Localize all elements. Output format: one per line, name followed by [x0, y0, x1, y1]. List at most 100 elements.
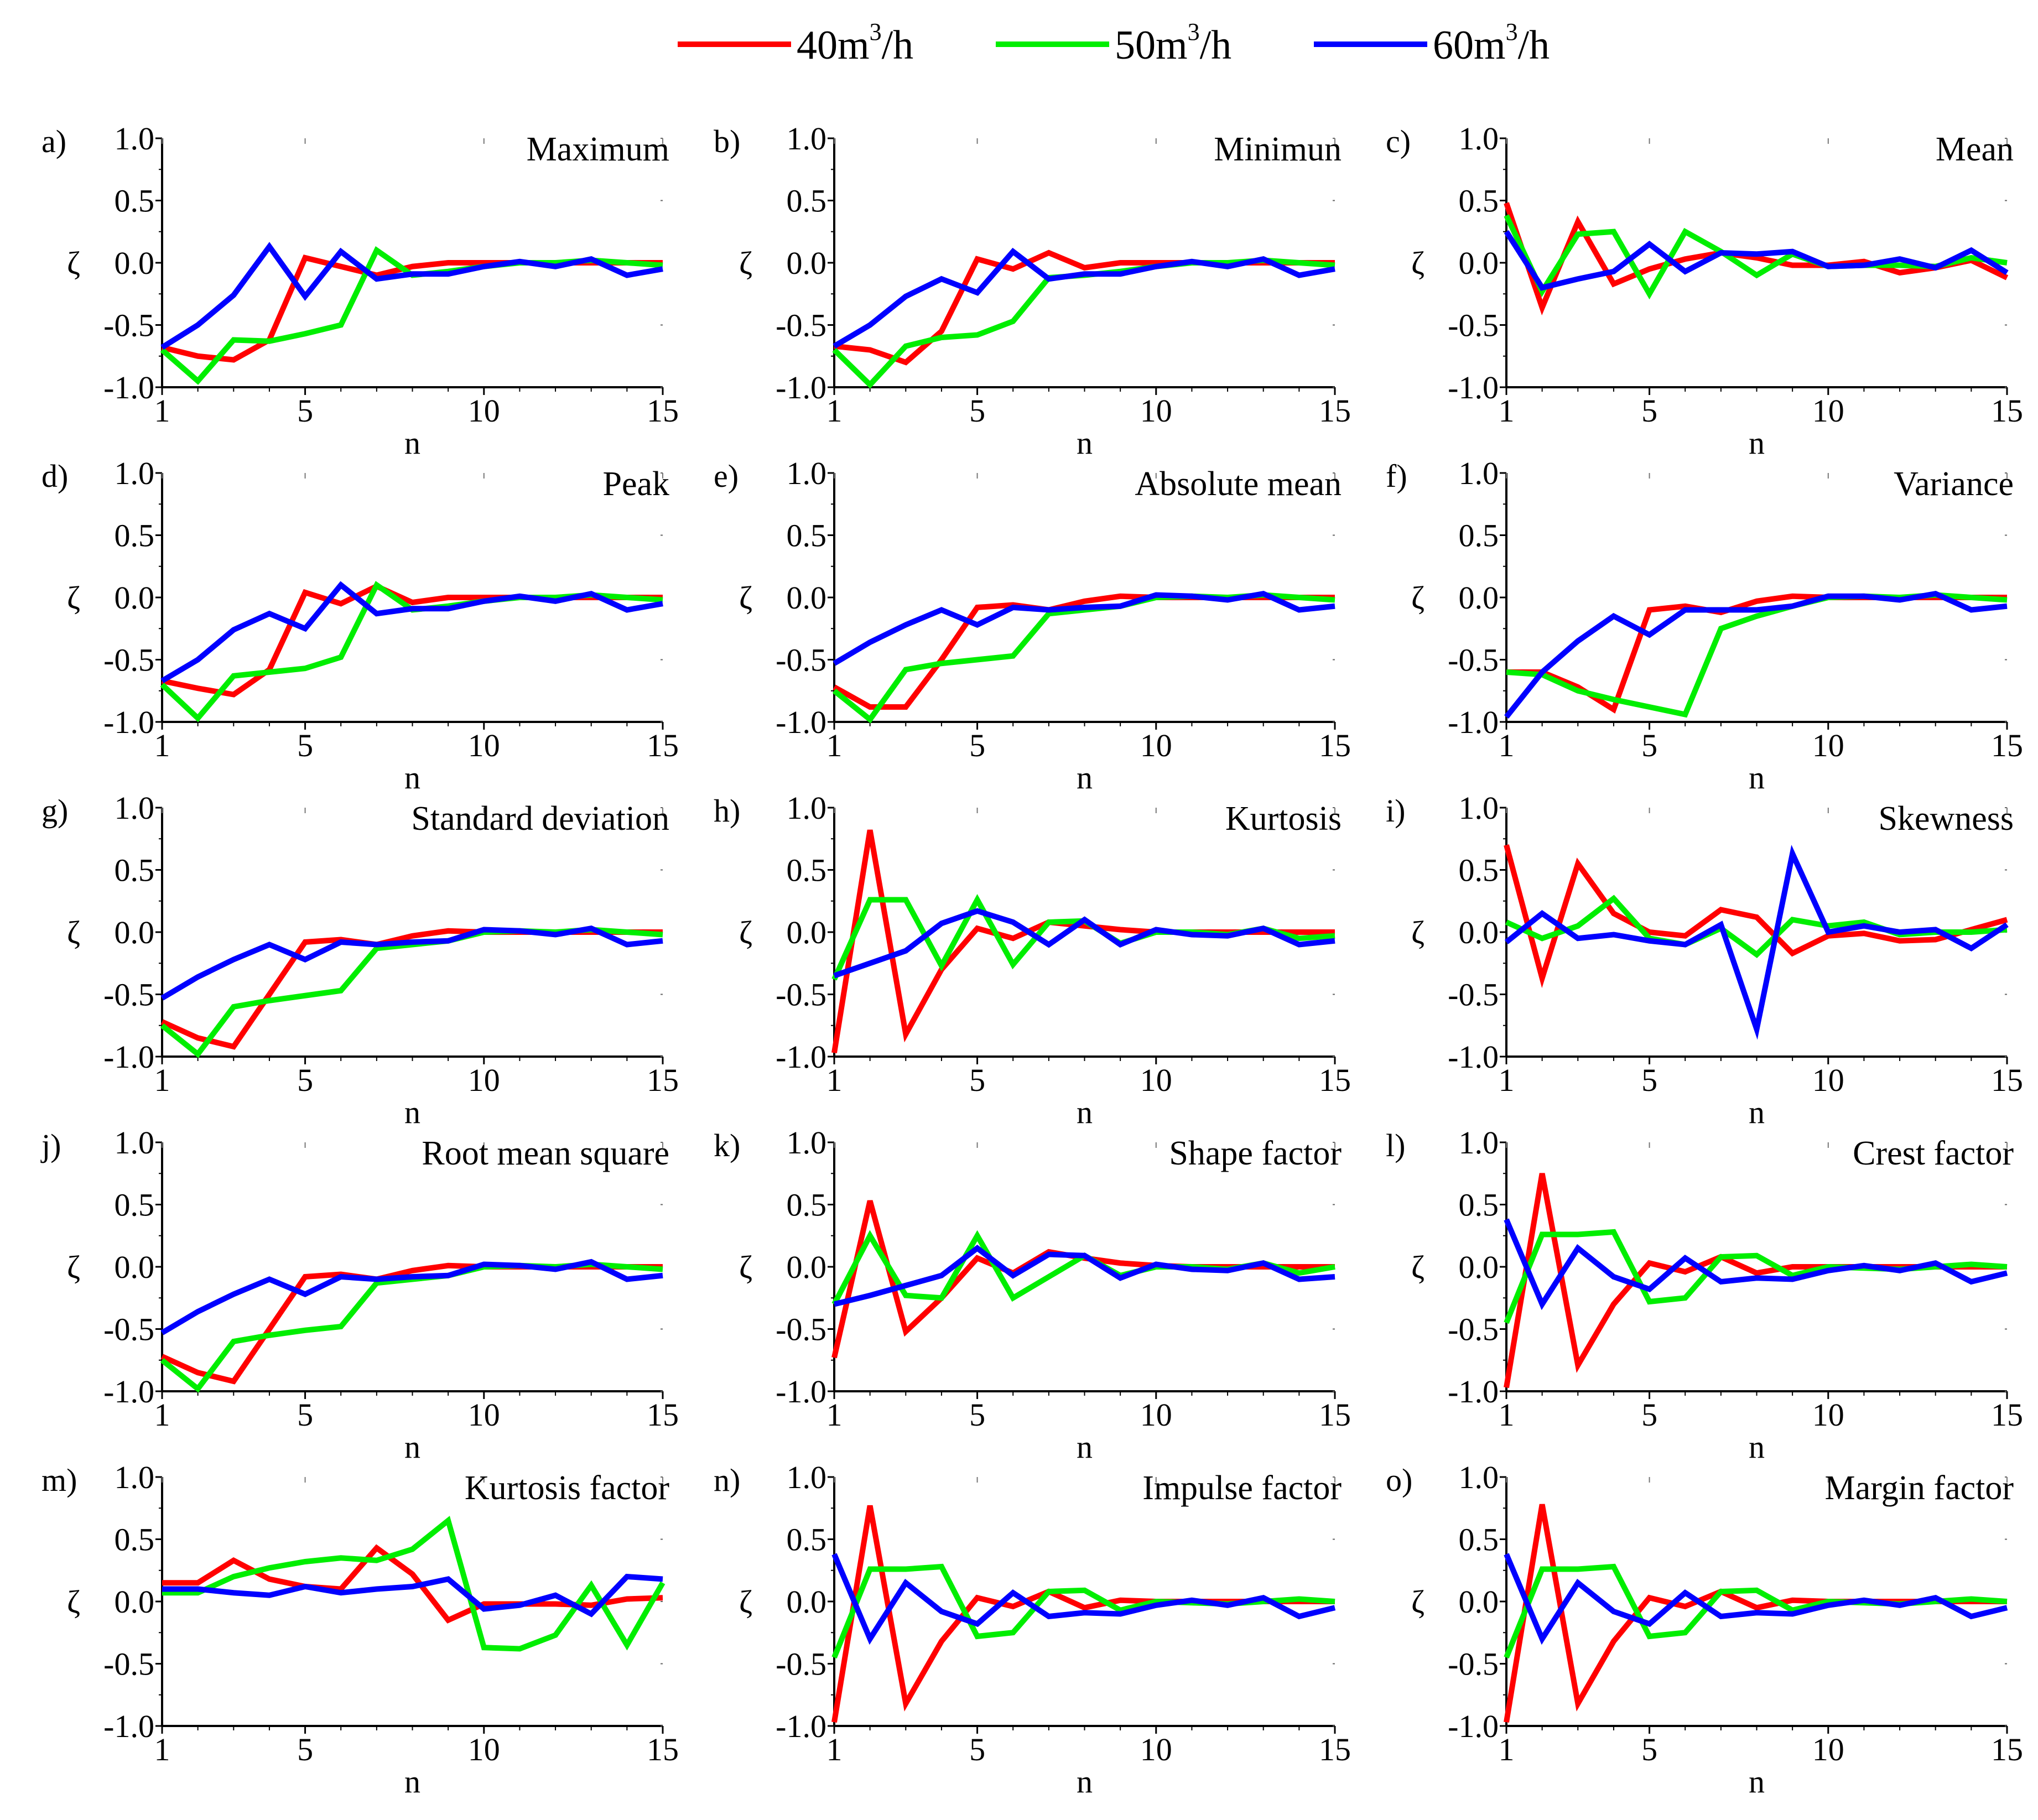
- panel-letter: h): [714, 793, 740, 829]
- series-line-2: [160, 927, 663, 1058]
- panel-title: Impulse factor: [1142, 1469, 1342, 1507]
- series-line-2: [160, 1261, 663, 1393]
- series-line-3: [1504, 591, 2008, 719]
- y-tick-label: -0.5: [1448, 642, 1499, 678]
- y-tick-label: 0.0: [787, 580, 827, 616]
- legend-item-3: 60m3/h: [1314, 18, 1550, 68]
- panel-letter: c): [1386, 123, 1411, 159]
- y-axis-label: ζ: [739, 1584, 752, 1620]
- x-tick-label: 10: [468, 1062, 500, 1098]
- y-tick-label: 0.5: [1459, 1522, 1499, 1558]
- panel-letter: m): [41, 1462, 77, 1498]
- y-tick-label: -0.5: [776, 308, 826, 344]
- y-tick-label: -0.5: [103, 308, 154, 344]
- series-line-3: [160, 242, 663, 350]
- x-tick-label: 5: [1641, 1062, 1657, 1098]
- legend-item-1: 40m3/h: [678, 18, 913, 68]
- panel-title: Mean: [1936, 131, 2014, 168]
- x-tick-label: 10: [1812, 727, 1844, 763]
- y-tick-label: 0.0: [787, 245, 827, 281]
- x-tick-label: 10: [1140, 1062, 1172, 1098]
- y-axis-label: ζ: [739, 914, 752, 950]
- x-tick-label: 15: [647, 393, 679, 429]
- panel-title: Kurtosis: [1225, 800, 1342, 838]
- legend-label-base: 60m: [1433, 23, 1506, 68]
- y-tick-label: 0.0: [115, 1249, 155, 1285]
- x-tick-label: 1: [826, 727, 843, 763]
- legend-label-2: 50m3/h: [1115, 18, 1231, 68]
- y-tick-label: -0.5: [1448, 1312, 1499, 1348]
- y-tick-label: 1.0: [1459, 790, 1499, 826]
- y-tick-label: 0.5: [787, 852, 827, 888]
- legend: 40m3/h 50m3/h 60m3/h: [678, 18, 1550, 68]
- y-axis-label: ζ: [739, 580, 752, 616]
- x-tick-label: 15: [647, 1397, 679, 1433]
- y-tick-label: 0.0: [115, 1584, 155, 1620]
- x-tick-label: 1: [154, 1397, 170, 1433]
- panel-letter: k): [714, 1127, 740, 1163]
- series-line-2: [831, 1230, 1335, 1306]
- x-axis-label: n: [404, 760, 420, 795]
- series-line-3: [1504, 1553, 2008, 1645]
- x-tick-label: 15: [647, 727, 679, 763]
- legend-label-sup: 3: [1188, 18, 1200, 45]
- y-tick-label: 0.5: [787, 1187, 827, 1223]
- x-tick-label: 15: [1319, 1397, 1351, 1433]
- y-axis-label: ζ: [1411, 245, 1424, 281]
- x-tick-label: 1: [826, 1397, 843, 1433]
- y-tick-label: -1.0: [103, 704, 154, 740]
- y-tick-label: -1.0: [776, 1374, 826, 1410]
- legend-label-unit: /h: [1518, 23, 1550, 68]
- x-tick-label: 15: [647, 1731, 679, 1767]
- y-tick-label: 0.0: [787, 1584, 827, 1620]
- panel-letter: o): [1386, 1462, 1412, 1498]
- series-line-2: [831, 894, 1335, 981]
- x-axis-label: n: [1749, 1094, 1765, 1130]
- x-tick-label: 1: [1499, 1731, 1515, 1767]
- series-line-3: [1504, 230, 2009, 291]
- panel-letter: f): [1386, 458, 1407, 494]
- panel-title: Variance: [1894, 465, 2014, 503]
- x-tick-label: 1: [154, 1062, 170, 1098]
- x-tick-label: 1: [154, 393, 170, 429]
- y-tick-label: 0.0: [115, 914, 155, 950]
- x-tick-label: 5: [1641, 1731, 1657, 1767]
- x-tick-label: 1: [826, 1062, 843, 1098]
- x-tick-label: 5: [297, 393, 313, 429]
- x-axis-label: n: [404, 425, 420, 461]
- x-tick-label: 10: [1812, 1062, 1844, 1098]
- y-axis-label: ζ: [1411, 1249, 1424, 1285]
- legend-label-unit: /h: [882, 23, 914, 68]
- y-tick-label: 0.0: [787, 914, 827, 950]
- series-line-2: [832, 257, 1335, 389]
- legend-label-unit: /h: [1200, 23, 1232, 68]
- panel-letter: a): [41, 123, 66, 159]
- x-axis-label: n: [1749, 1764, 1765, 1800]
- series-line-1: [831, 829, 1335, 1054]
- y-tick-label: -0.5: [103, 1646, 154, 1682]
- x-tick-label: 5: [297, 1731, 313, 1767]
- legend-label-sup: 3: [870, 18, 882, 45]
- x-tick-label: 10: [1140, 1731, 1172, 1767]
- y-tick-label: 0.5: [115, 518, 155, 554]
- series-line-3: [160, 1259, 663, 1335]
- y-tick-label: 1.0: [115, 1459, 155, 1495]
- y-tick-label: 1.0: [787, 790, 827, 826]
- panel-title: Margin factor: [1825, 1469, 2014, 1507]
- series-line-1: [161, 583, 663, 698]
- x-axis-label: n: [1749, 760, 1765, 795]
- series-line-3: [831, 1553, 1336, 1645]
- x-tick-label: 10: [468, 1731, 500, 1767]
- y-tick-label: 0.5: [115, 1187, 155, 1223]
- x-tick-label: 10: [468, 727, 500, 763]
- legend-item-2: 50m3/h: [996, 18, 1231, 68]
- series-line-3: [833, 908, 1335, 979]
- y-tick-label: 0.0: [1459, 914, 1499, 950]
